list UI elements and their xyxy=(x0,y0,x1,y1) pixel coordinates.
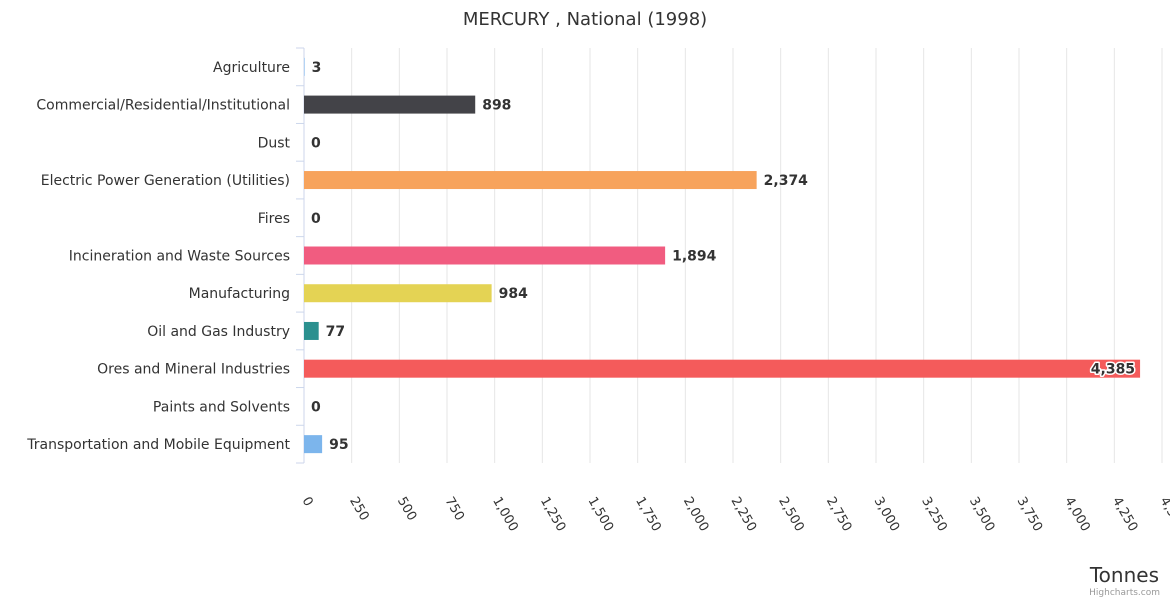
category-label: Fires xyxy=(258,211,290,227)
category-label: Agriculture xyxy=(213,60,290,76)
data-label: 77 xyxy=(326,324,345,340)
tick-label: 2,250 xyxy=(728,495,760,535)
category-label: Incineration and Waste Sources xyxy=(69,249,290,265)
tick-label: 1,750 xyxy=(632,495,664,535)
tick-label: 750 xyxy=(442,495,467,524)
data-labels: 3 898 0 2,374 0 1,894 984 77 4,385 0 95 xyxy=(311,60,1137,453)
tick-label: 4,250 xyxy=(1109,495,1141,535)
credits-link[interactable]: Highcharts.com xyxy=(1089,588,1160,598)
category-labels: Agriculture Commercial/Residential/Instit… xyxy=(26,47,304,464)
data-label: 4,385 xyxy=(1091,362,1135,378)
category-label: Manufacturing xyxy=(189,286,290,302)
data-label: 0 xyxy=(311,211,321,227)
bar[interactable] xyxy=(304,95,476,114)
tick-label: 4,500 xyxy=(1157,495,1170,535)
category-label: Electric Power Generation (Utilities) xyxy=(41,173,290,189)
data-label: 0 xyxy=(311,399,321,415)
data-label: 2,374 xyxy=(764,173,809,189)
bar[interactable] xyxy=(304,435,323,454)
data-label: 984 xyxy=(499,286,528,302)
bars xyxy=(304,57,1141,454)
tick-label: 3,000 xyxy=(871,495,903,535)
category-label: Ores and Mineral Industries xyxy=(97,362,290,378)
tick-label: 2,750 xyxy=(823,495,855,535)
value-axis-title: Tonnes xyxy=(1089,563,1159,587)
category-label: Dust xyxy=(258,135,291,151)
grid-lines xyxy=(303,48,1163,463)
data-label: 95 xyxy=(329,437,348,453)
bar[interactable] xyxy=(304,171,757,190)
bar[interactable] xyxy=(304,321,319,340)
data-label: 1,894 xyxy=(672,249,717,265)
category-label: Transportation and Mobile Equipment xyxy=(26,437,290,453)
tick-label: 3,750 xyxy=(1014,495,1046,535)
chart-title: MERCURY , National (1998) xyxy=(463,9,707,30)
tick-label: 1,500 xyxy=(585,495,617,535)
bar[interactable] xyxy=(304,359,1141,378)
data-label: 898 xyxy=(482,98,511,114)
tick-label: 2,500 xyxy=(775,495,807,535)
category-label: Commercial/Residential/Institutional xyxy=(36,98,290,114)
tick-label: 500 xyxy=(394,495,419,524)
category-label: Oil and Gas Industry xyxy=(147,324,290,340)
bar[interactable] xyxy=(304,284,492,303)
tick-label: 3,500 xyxy=(966,495,998,535)
tick-label: 1,250 xyxy=(537,495,569,535)
tick-label: 3,250 xyxy=(918,495,950,535)
bar[interactable] xyxy=(304,57,305,76)
data-label: 3 xyxy=(312,60,322,76)
tick-label: 1,000 xyxy=(489,495,521,535)
tick-label: 250 xyxy=(346,495,371,524)
data-label: 0 xyxy=(311,135,321,151)
tick-label: 2,000 xyxy=(680,495,712,535)
tick-label: 0 xyxy=(299,495,316,510)
tick-label: 4,000 xyxy=(1061,495,1093,535)
bar[interactable] xyxy=(304,246,666,265)
category-label: Paints and Solvents xyxy=(153,399,290,415)
value-axis-ticks: 0 250 500 750 1,000 1,250 1,500 1,750 2,000 2,250… xyxy=(299,495,1170,535)
